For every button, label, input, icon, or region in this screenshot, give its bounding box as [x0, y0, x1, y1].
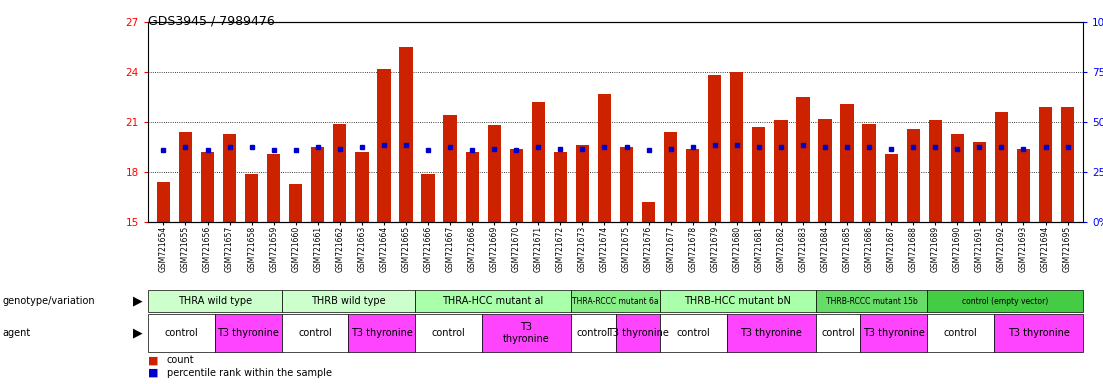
Bar — [752, 127, 765, 222]
Bar — [443, 115, 457, 222]
Bar — [482, 314, 571, 352]
Bar — [311, 147, 324, 222]
Text: control: control — [822, 328, 855, 338]
Text: T3
thyronine: T3 thyronine — [503, 322, 549, 344]
Text: THRA-HCC mutant al: THRA-HCC mutant al — [442, 296, 544, 306]
Bar — [727, 314, 816, 352]
Bar — [660, 314, 727, 352]
Bar — [421, 174, 435, 222]
Bar — [730, 72, 743, 222]
Text: ■: ■ — [148, 368, 159, 378]
Bar — [465, 152, 479, 222]
Bar — [818, 119, 832, 222]
Bar — [201, 152, 214, 222]
Bar — [816, 314, 860, 352]
Bar — [148, 314, 215, 352]
Bar — [686, 149, 699, 222]
Bar — [399, 47, 413, 222]
Bar — [708, 75, 721, 222]
Bar — [157, 182, 170, 222]
Text: THRA-RCCC mutant 6a: THRA-RCCC mutant 6a — [572, 296, 658, 306]
Text: control: control — [577, 328, 610, 338]
Text: THRB wild type: THRB wild type — [311, 296, 386, 306]
Text: T3 thyronine: T3 thyronine — [863, 328, 924, 338]
Bar — [215, 314, 281, 352]
Bar — [863, 124, 876, 222]
Bar — [796, 97, 810, 222]
Text: genotype/variation: genotype/variation — [2, 296, 95, 306]
Bar — [951, 134, 964, 222]
Bar — [148, 290, 281, 312]
Bar — [554, 152, 567, 222]
Text: control: control — [298, 328, 332, 338]
Text: THRA wild type: THRA wild type — [178, 296, 251, 306]
Bar — [355, 152, 368, 222]
Bar — [774, 120, 788, 222]
Bar — [415, 314, 482, 352]
Bar — [973, 142, 986, 222]
Bar — [885, 154, 898, 222]
Bar — [929, 120, 942, 222]
Bar — [928, 314, 994, 352]
Bar — [598, 94, 611, 222]
Bar — [223, 134, 236, 222]
Bar — [415, 290, 571, 312]
Bar — [660, 290, 816, 312]
Text: GDS3945 / 7989476: GDS3945 / 7989476 — [148, 15, 275, 28]
Text: ▶: ▶ — [132, 326, 142, 339]
Text: T3 thyronine: T3 thyronine — [1007, 328, 1070, 338]
Bar — [1061, 107, 1074, 222]
Bar — [994, 314, 1083, 352]
Bar — [664, 132, 677, 222]
Bar — [289, 184, 302, 222]
Bar — [571, 314, 615, 352]
Bar — [840, 104, 854, 222]
Text: control: control — [944, 328, 977, 338]
Text: T3 thyronine: T3 thyronine — [740, 328, 802, 338]
Bar — [928, 290, 1083, 312]
Bar — [907, 129, 920, 222]
Text: percentile rank within the sample: percentile rank within the sample — [167, 368, 332, 378]
Bar — [816, 290, 928, 312]
Bar — [1017, 149, 1030, 222]
Text: THRB-HCC mutant bN: THRB-HCC mutant bN — [685, 296, 791, 306]
Bar — [349, 314, 415, 352]
Bar — [377, 69, 390, 222]
Bar — [267, 154, 280, 222]
Bar — [620, 147, 633, 222]
Text: agent: agent — [2, 328, 31, 338]
Text: control: control — [676, 328, 710, 338]
Bar — [995, 112, 1008, 222]
Text: control: control — [431, 328, 465, 338]
Bar — [488, 125, 501, 222]
Bar — [571, 290, 660, 312]
Text: count: count — [167, 355, 194, 365]
Bar — [281, 314, 349, 352]
Bar — [333, 124, 346, 222]
Bar — [642, 202, 655, 222]
Bar — [281, 290, 415, 312]
Bar — [1039, 107, 1052, 222]
Text: T3 thyronine: T3 thyronine — [217, 328, 279, 338]
Bar — [576, 145, 589, 222]
Bar — [179, 132, 192, 222]
Text: control (empty vector): control (empty vector) — [962, 296, 1048, 306]
Text: ▶: ▶ — [132, 295, 142, 308]
Text: T3 thyronine: T3 thyronine — [607, 328, 668, 338]
Text: THRB-RCCC mutant 15b: THRB-RCCC mutant 15b — [826, 296, 918, 306]
Text: ■: ■ — [148, 355, 159, 365]
Bar — [532, 102, 545, 222]
Bar — [860, 314, 928, 352]
Text: T3 thyronine: T3 thyronine — [351, 328, 413, 338]
Bar — [615, 314, 660, 352]
Text: control: control — [164, 328, 199, 338]
Bar — [510, 149, 523, 222]
Bar — [245, 174, 258, 222]
